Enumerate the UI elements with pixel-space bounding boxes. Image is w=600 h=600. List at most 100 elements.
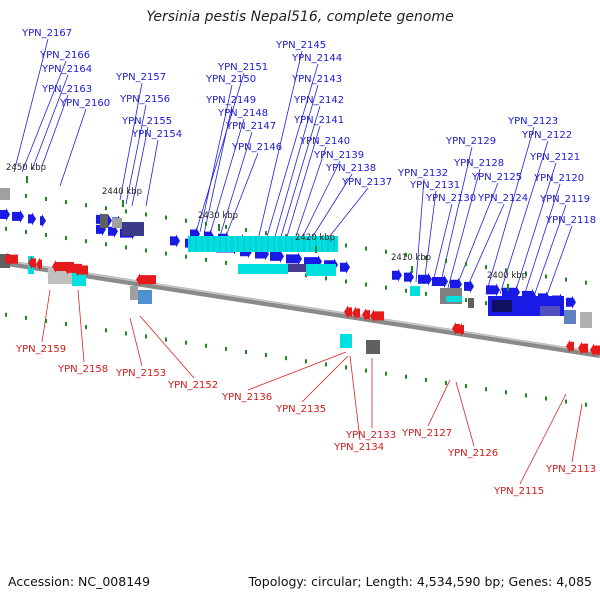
- tick-mark: [425, 377, 427, 382]
- forward-connector: [499, 140, 549, 295]
- tick-mark: [85, 203, 87, 208]
- forward-gene-label: YPN_2163: [41, 84, 92, 95]
- tick-mark: [45, 232, 47, 237]
- forward-gene-label: YPN_2149: [205, 95, 256, 106]
- gene-block: [540, 306, 560, 316]
- tick-mark: [105, 206, 107, 211]
- scale-tick: [218, 224, 220, 231]
- forward-connector: [545, 225, 573, 299]
- forward-gene-label: YPN_2130: [425, 193, 476, 204]
- tick-mark: [245, 227, 247, 232]
- tick-mark: [225, 260, 227, 265]
- tick-mark: [205, 257, 207, 262]
- gray-gene-block: [100, 214, 108, 228]
- forward-gene-label: YPN_2143: [291, 74, 342, 85]
- forward-connector: [279, 105, 321, 241]
- tick-mark: [485, 301, 487, 306]
- reverse-gene-label: YPN_2134: [333, 442, 384, 453]
- gray-gene-block: [0, 188, 10, 200]
- gray-gene-block: [580, 312, 592, 328]
- reverse-gene-arrow: [370, 309, 384, 323]
- tick-mark: [405, 374, 407, 379]
- forward-connector: [465, 203, 505, 291]
- forward-connector: [293, 146, 327, 243]
- forward-gene-label: YPN_2146: [231, 142, 282, 153]
- tick-mark: [385, 285, 387, 290]
- forward-gene-arrow: [40, 214, 46, 228]
- forward-gene-label: YPN_2119: [539, 194, 590, 205]
- forward-gene-label: YPN_2118: [545, 215, 596, 226]
- tick-mark: [485, 387, 487, 392]
- tick-mark: [225, 224, 227, 229]
- forward-gene-label: YPN_2131: [409, 180, 460, 191]
- tick-mark: [65, 200, 67, 205]
- forward-gene-label: YPN_2141: [293, 115, 344, 126]
- forward-gene-label: YPN_2121: [529, 152, 580, 163]
- tick-mark: [145, 248, 147, 253]
- reverse-connector: [455, 381, 475, 447]
- reverse-gene-arrow: [352, 306, 360, 320]
- tick-mark: [365, 282, 367, 287]
- label-connectors: [13, 38, 583, 485]
- reverse-connector: [301, 355, 349, 403]
- reverse-gene-label: YPN_2135: [275, 404, 326, 415]
- tick-mark: [545, 274, 547, 279]
- forward-connector: [41, 94, 69, 167]
- forward-gene-arrow: [28, 212, 36, 226]
- scale-label: 2430 kbp: [198, 211, 238, 221]
- forward-connector: [299, 160, 341, 243]
- gene-features: [0, 188, 600, 357]
- scale-label: 2450 kbp: [6, 163, 46, 173]
- scale-label: 2420 kbp: [295, 233, 335, 243]
- reverse-gene-label: YPN_2158: [57, 364, 108, 375]
- tick-mark: [65, 236, 67, 241]
- forward-gene-arrow: [464, 279, 474, 293]
- gray-gene-block: [468, 298, 474, 308]
- forward-gene-arrow: [486, 283, 500, 297]
- tick-mark: [385, 249, 387, 254]
- tick-mark: [145, 334, 147, 339]
- forward-gene-label: YPN_2157: [115, 72, 166, 83]
- reverse-gene-label: YPN_2133: [345, 430, 396, 441]
- forward-connector: [523, 183, 561, 297]
- tick-mark: [425, 291, 427, 296]
- tick-mark: [445, 380, 447, 385]
- forward-connector: [21, 60, 67, 173]
- reverse-gene-label: YPN_2127: [401, 428, 452, 439]
- forward-gene-label: YPN_2122: [521, 130, 572, 141]
- reverse-connector: [129, 317, 143, 367]
- scale-label: 2410 kbp: [391, 253, 431, 263]
- forward-gene-label: YPN_2139: [313, 150, 364, 161]
- forward-connector: [203, 105, 233, 235]
- tick-mark: [165, 337, 167, 342]
- forward-gene-label: YPN_2160: [59, 98, 110, 109]
- scale-label: 2400 kbp: [487, 271, 527, 281]
- forward-connector: [225, 152, 259, 237]
- tick-mark: [345, 243, 347, 248]
- forward-gene-label: YPN_2144: [291, 53, 342, 64]
- reverse-gene-label: YPN_2152: [167, 380, 218, 391]
- topology-text: Topology: circular; Length: 4,534,590 bp…: [248, 574, 592, 589]
- tick-mark: [325, 362, 327, 367]
- tick-mark: [165, 251, 167, 256]
- reverse-connector: [41, 289, 51, 343]
- forward-gene-arrow: [432, 274, 448, 288]
- tick-mark: [285, 356, 287, 361]
- scale-label: 2440 kbp: [102, 187, 142, 197]
- highlight-region: [446, 296, 462, 302]
- backbone-line: [0, 259, 600, 358]
- tick-mark: [345, 279, 347, 284]
- forward-gene-arrow: [340, 260, 350, 274]
- forward-connector: [219, 131, 253, 237]
- scale-labels: 2450 kbp 2440 kbp 2430 kbp 2420 kbp 2410 kbp…: [6, 163, 527, 291]
- reverse-gene-label: YPN_2126: [447, 448, 498, 459]
- tick-mark: [125, 209, 127, 214]
- forward-gene-label: YPN_2147: [225, 121, 276, 132]
- scale-tick: [315, 246, 317, 253]
- forward-connector: [145, 139, 159, 207]
- highlight-region: [340, 334, 352, 348]
- gene-labels: YPN_2167 YPN_2166 YPN_2164 YPN_2163 YPN_2160…: [15, 28, 596, 497]
- forward-gene-label: YPN_2140: [299, 136, 350, 147]
- forward-gene-arrow: [450, 277, 462, 291]
